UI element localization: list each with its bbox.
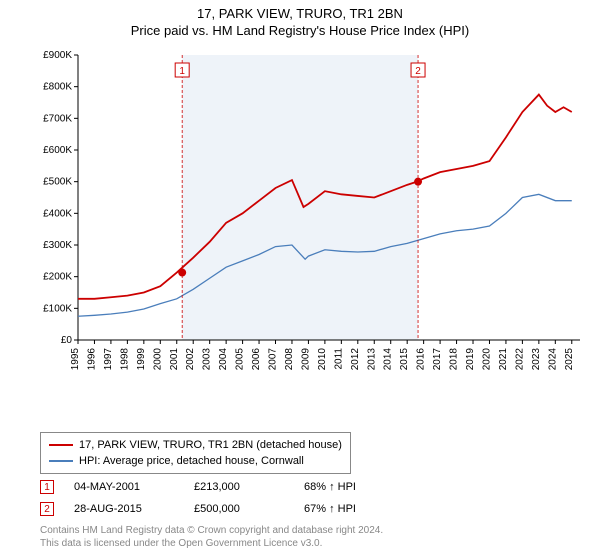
x-tick-label: 2022 — [514, 348, 525, 371]
x-tick-label: 2025 — [564, 348, 575, 371]
title-subtitle: Price paid vs. HM Land Registry's House … — [0, 23, 600, 38]
y-tick-label: £300K — [43, 240, 72, 251]
x-tick-label: 2010 — [317, 348, 328, 371]
y-tick-label: £900K — [43, 50, 72, 61]
y-tick-label: £800K — [43, 82, 72, 93]
sale-marker-icon: 2 — [40, 502, 54, 516]
y-tick-label: £500K — [43, 177, 72, 188]
title-block: 17, PARK VIEW, TRURO, TR1 2BN Price paid… — [0, 0, 600, 38]
x-tick-label: 2016 — [416, 348, 427, 371]
x-tick-label: 2002 — [185, 348, 196, 371]
chart-svg: £0 £100K £200K £300K £400K £500K £600K £700K £80… — [40, 50, 585, 390]
x-tick-label: 2015 — [399, 348, 410, 371]
footer-line1: Contains HM Land Registry data © Crown c… — [40, 524, 383, 537]
sale-point — [414, 178, 422, 186]
x-tick-label: 2006 — [251, 348, 262, 371]
x-tick-label: 1999 — [136, 348, 147, 371]
sale-price: £500,000 — [194, 503, 304, 515]
chart-area: £0 £100K £200K £300K £400K £500K £600K £700K £80… — [40, 50, 585, 390]
legend-label: 17, PARK VIEW, TRURO, TR1 2BN (detached … — [79, 439, 342, 451]
sale-row: 2 28-AUG-2015£500,00067% ↑ HPI — [40, 498, 404, 520]
legend-row: HPI: Average price, detached house, Corn… — [49, 453, 342, 469]
x-tick-label: 1998 — [119, 348, 130, 371]
x-tick-label: 1995 — [70, 348, 81, 371]
x-tick-label: 2000 — [152, 348, 163, 371]
title-address: 17, PARK VIEW, TRURO, TR1 2BN — [0, 6, 600, 21]
x-tick-label: 2003 — [202, 348, 213, 371]
x-tick-label: 2017 — [432, 348, 443, 371]
x-tick-label: 1996 — [86, 348, 97, 371]
x-tick-label: 2013 — [366, 348, 377, 371]
x-tick-label: 2018 — [449, 348, 460, 371]
x-tick-label: 2021 — [498, 348, 509, 371]
x-tick-label: 2008 — [284, 348, 295, 371]
sale-row: 1 04-MAY-2001£213,00068% ↑ HPI — [40, 476, 404, 498]
chart-container: 17, PARK VIEW, TRURO, TR1 2BN Price paid… — [0, 0, 600, 560]
y-tick-label: £200K — [43, 272, 72, 283]
footer-line2: This data is licensed under the Open Gov… — [40, 537, 383, 550]
legend-row: 17, PARK VIEW, TRURO, TR1 2BN (detached … — [49, 437, 342, 453]
x-tick-label: 2012 — [350, 348, 361, 371]
y-tick-label: £700K — [43, 113, 72, 124]
x-tick-label: 2009 — [300, 348, 311, 371]
y-tick-label: £100K — [43, 303, 72, 314]
sales-table: 1 04-MAY-2001£213,00068% ↑ HPI 2 28-AUG-201… — [40, 476, 404, 520]
x-tick-label: 2005 — [235, 348, 246, 371]
x-tick-label: 2007 — [268, 348, 279, 371]
x-tick-label: 1997 — [103, 348, 114, 371]
x-tick-label: 2019 — [465, 348, 476, 371]
legend-label: HPI: Average price, detached house, Corn… — [79, 455, 304, 467]
sale-date: 04-MAY-2001 — [74, 481, 194, 493]
sale-pct: 68% ↑ HPI — [304, 481, 404, 493]
sale-date: 28-AUG-2015 — [74, 503, 194, 515]
y-tick-label: £400K — [43, 208, 72, 219]
x-tick-label: 2014 — [383, 348, 394, 371]
sale-marker-num: 1 — [179, 66, 185, 77]
legend-swatch — [49, 460, 73, 462]
sale-marker-icon: 1 — [40, 480, 54, 494]
y-tick-label: £600K — [43, 145, 72, 156]
sale-marker-num: 2 — [415, 66, 421, 77]
legend-box: 17, PARK VIEW, TRURO, TR1 2BN (detached … — [40, 432, 351, 474]
x-tick-label: 2011 — [333, 348, 344, 370]
legend-swatch — [49, 444, 73, 446]
sale-price: £213,000 — [194, 481, 304, 493]
sale-point — [178, 269, 186, 277]
x-tick-label: 2004 — [218, 348, 229, 371]
x-tick-label: 2001 — [169, 348, 180, 371]
x-tick-label: 2023 — [531, 348, 542, 371]
sale-pct: 67% ↑ HPI — [304, 503, 404, 515]
x-tick-label: 2024 — [547, 348, 558, 371]
x-tick-label: 2020 — [481, 348, 492, 371]
footer-attribution: Contains HM Land Registry data © Crown c… — [40, 524, 383, 550]
y-tick-label: £0 — [61, 335, 73, 346]
